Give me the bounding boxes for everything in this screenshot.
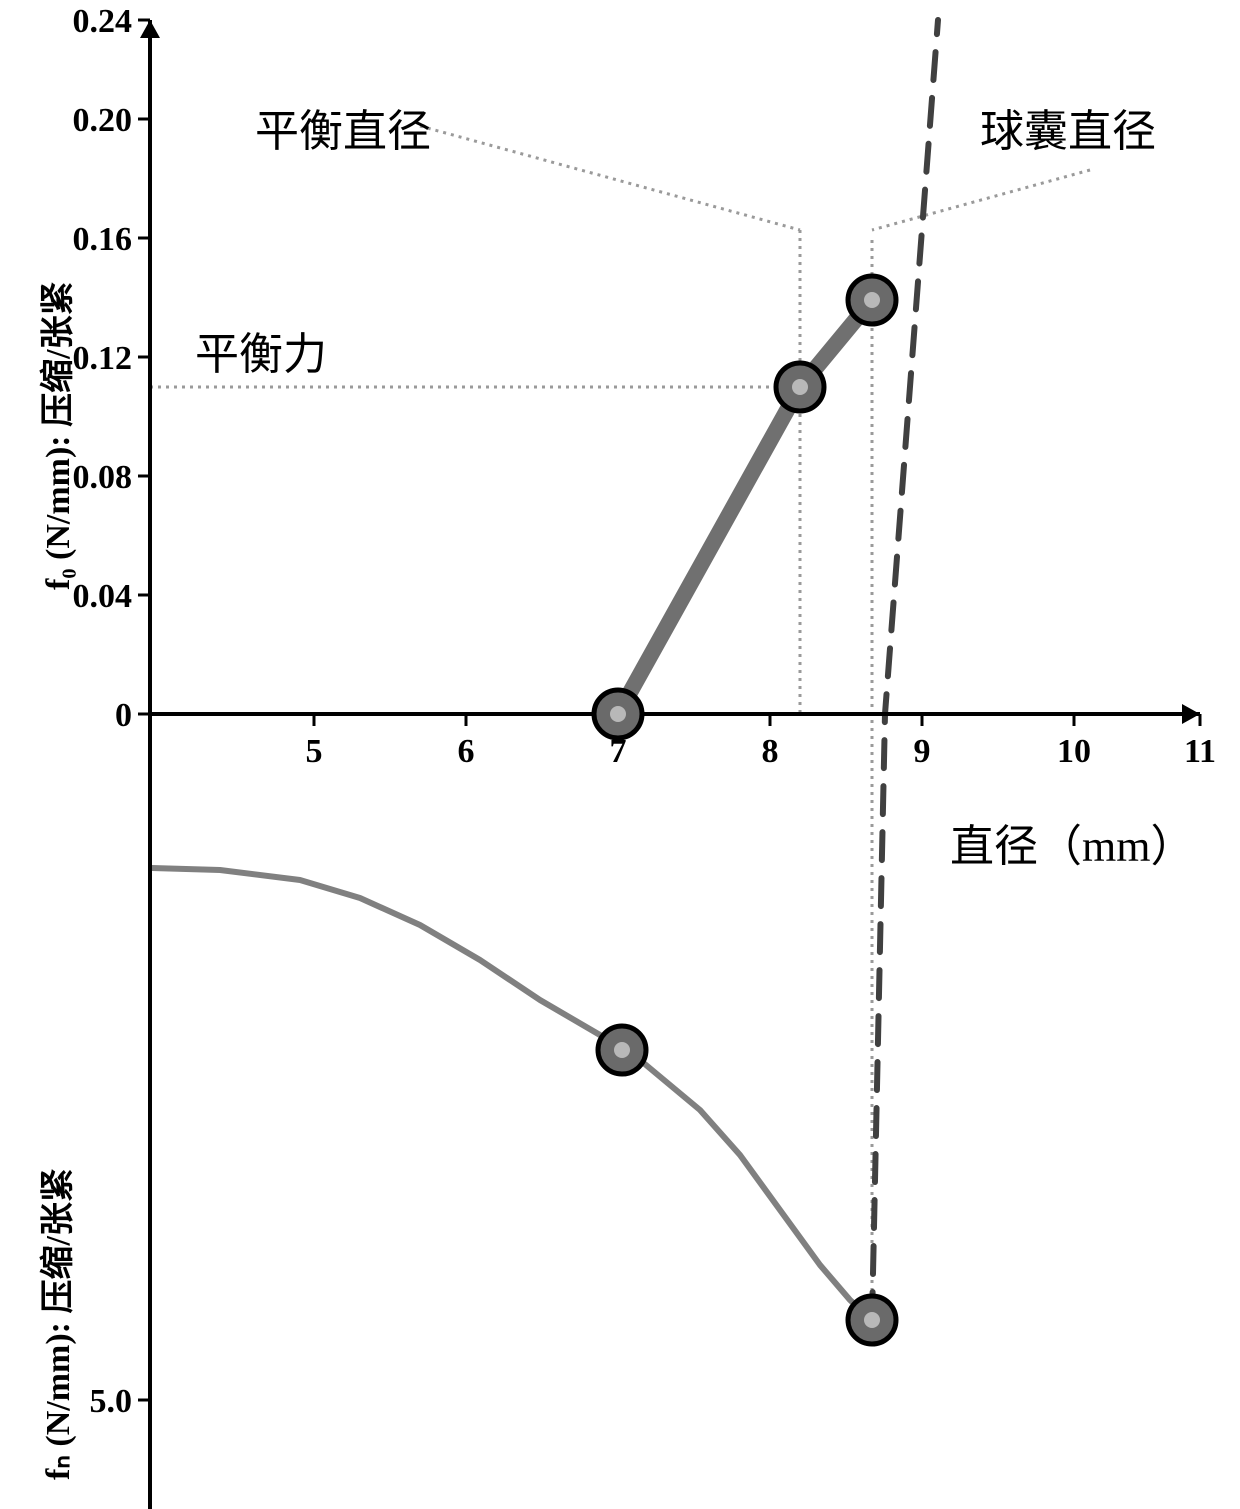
svg-text:8: 8 <box>762 733 779 770</box>
svg-text:11: 11 <box>1184 733 1216 770</box>
annotation-balloon-diameter: 球囊直径 <box>980 95 1156 159</box>
chart-container: 56789101100.040.080.120.160.200.245.0 f₀… <box>0 0 1240 1509</box>
y-axis-label-lower: fₙ (N/mm): 压缩/张紧 <box>30 1168 79 1480</box>
x-axis-label: 直径（mm） <box>950 810 1194 874</box>
svg-text:0: 0 <box>115 697 132 734</box>
svg-text:9: 9 <box>914 733 931 770</box>
svg-text:10: 10 <box>1057 733 1091 770</box>
svg-text:5: 5 <box>306 733 323 770</box>
svg-text:6: 6 <box>458 733 475 770</box>
svg-text:0.16: 0.16 <box>73 221 133 258</box>
annotation-equilibrium-diameter: 平衡直径 <box>255 95 431 159</box>
svg-text:0.12: 0.12 <box>73 340 133 377</box>
svg-text:0.24: 0.24 <box>73 3 133 40</box>
svg-text:0.08: 0.08 <box>73 459 133 496</box>
annotation-equilibrium-force: 平衡力 <box>195 318 327 382</box>
y-axis-label-upper: f₀ (N/mm): 压缩/张紧 <box>30 281 79 590</box>
svg-text:0.04: 0.04 <box>73 578 133 615</box>
svg-text:0.20: 0.20 <box>73 102 133 139</box>
chart-svg: 56789101100.040.080.120.160.200.245.0 <box>0 0 1240 1509</box>
svg-text:5.0: 5.0 <box>90 1383 133 1420</box>
